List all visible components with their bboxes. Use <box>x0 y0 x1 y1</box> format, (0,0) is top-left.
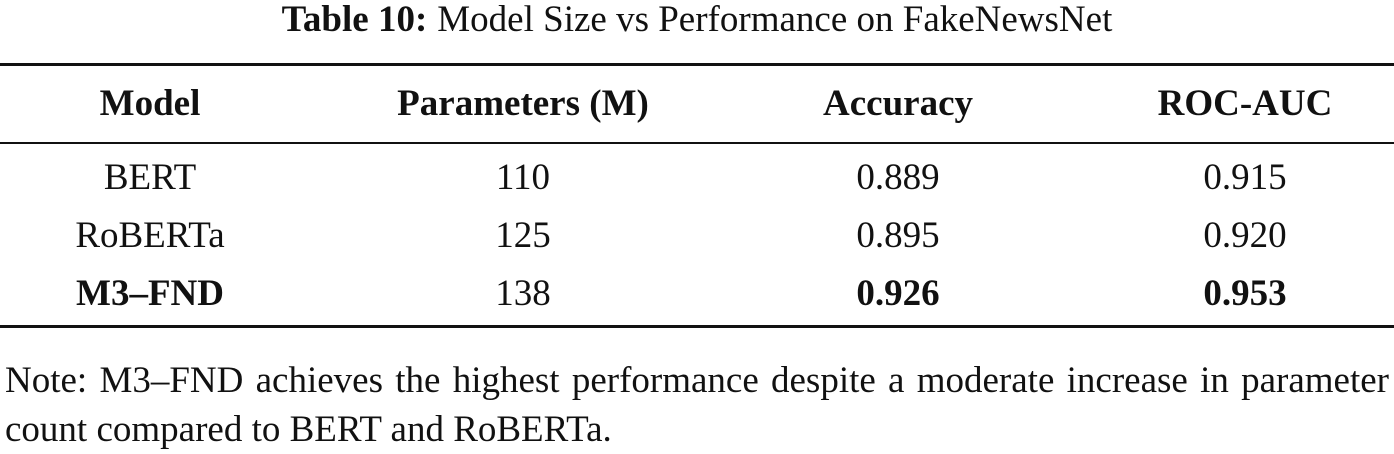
table-cell: M3–FND <box>76 273 224 314</box>
table-cell: BERT <box>103 157 197 198</box>
table-cell: RoBERTa <box>75 215 225 256</box>
mid-rule <box>0 142 1394 144</box>
table-cell: 0.915 <box>1203 157 1287 198</box>
caption-text: Model Size vs Performance on FakeNewsNet <box>437 0 1113 40</box>
table-cell: 138 <box>495 273 551 314</box>
table-cell: 110 <box>495 157 551 198</box>
caption-label: Table 10: <box>281 0 428 40</box>
table-cell: 0.895 <box>856 215 940 256</box>
header-cell: ROC-AUC <box>1157 83 1333 124</box>
bottom-rule <box>0 325 1394 328</box>
table-cell: 125 <box>495 215 551 256</box>
header-cell: Accuracy <box>823 83 973 124</box>
header-cell: Model <box>99 83 201 124</box>
caption: Table 10: Model Size vs Performance on Fa… <box>0 0 1394 40</box>
table-cell: 0.953 <box>1203 273 1287 314</box>
header-cell: Parameters (M) <box>397 83 649 124</box>
top-rule <box>0 63 1394 66</box>
table-cell: 0.920 <box>1203 215 1287 256</box>
table-cell: 0.926 <box>856 273 940 314</box>
note: Note: M3–FND achieves the highest perfor… <box>5 360 1389 450</box>
table-cell: 0.889 <box>856 157 940 198</box>
